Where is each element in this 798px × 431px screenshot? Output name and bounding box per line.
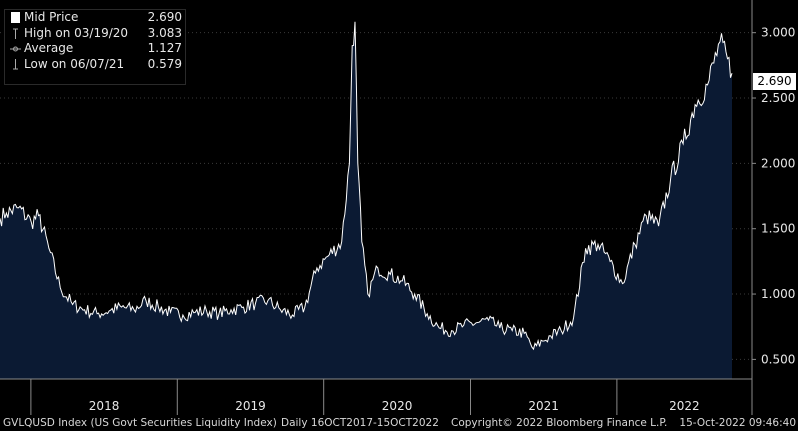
legend-row-mid-price: Mid Price 2.690 — [5, 10, 185, 26]
legend: Mid Price 2.690 High on 03/19/20 3.083 A… — [4, 9, 186, 85]
average-marker-icon — [10, 46, 21, 52]
legend-value: 1.127 — [147, 41, 182, 55]
y-tick-label: 2.500 — [761, 91, 795, 105]
footer-range: Daily 16OCT2017-15OCT2022 — [281, 417, 439, 429]
legend-row-average: Average 1.127 — [5, 41, 185, 57]
footer-copyright: Copyright© 2022 Bloomberg Finance L.P. — [451, 417, 668, 429]
y-tick-label: 0.500 — [761, 352, 795, 366]
x-tick-label: 2022 — [669, 399, 700, 413]
x-tick-label: 2020 — [382, 399, 413, 413]
x-tick-label: 2019 — [235, 399, 266, 413]
legend-label: High on 03/19/20 — [24, 25, 129, 40]
legend-value: 2.690 — [147, 10, 182, 24]
x-tick-label: 2021 — [528, 399, 559, 413]
legend-label: Mid Price — [24, 10, 79, 24]
legend-swatch-icon — [11, 12, 20, 23]
low-marker-icon — [13, 58, 18, 69]
legend-row-high: High on 03/19/20 3.083 — [5, 26, 185, 42]
x-tick-label: 2018 — [89, 399, 120, 413]
legend-label: Average — [24, 41, 74, 55]
high-marker-icon — [13, 28, 18, 39]
legend-label: Low on 06/07/21 — [24, 56, 125, 71]
legend-value: 3.083 — [147, 25, 182, 40]
x-axis: 2018 2019 2020 2021 2022 — [0, 378, 753, 415]
y-tick-label: 1.500 — [761, 222, 795, 236]
y-tick-label: 2.000 — [761, 156, 795, 170]
last-value-label: 2.690 — [753, 73, 796, 90]
series-area — [0, 21, 732, 380]
footer-ticker: GVLQUSD Index (US Govt Securities Liquid… — [3, 417, 277, 429]
legend-row-low: Low on 06/07/21 0.579 — [5, 57, 185, 73]
y-tick-label: 1.000 — [761, 287, 795, 301]
y-tick-label: 3.000 — [761, 26, 795, 40]
footer: GVLQUSD Index (US Govt Securities Liquid… — [0, 416, 798, 431]
legend-value: 0.579 — [147, 56, 182, 71]
series-line — [0, 21, 733, 351]
footer-timestamp: 15-Oct-2022 09:46:40 — [679, 417, 796, 429]
y-axis: 0.500 1.000 1.500 2.000 2.500 3.000 — [751, 0, 795, 379]
